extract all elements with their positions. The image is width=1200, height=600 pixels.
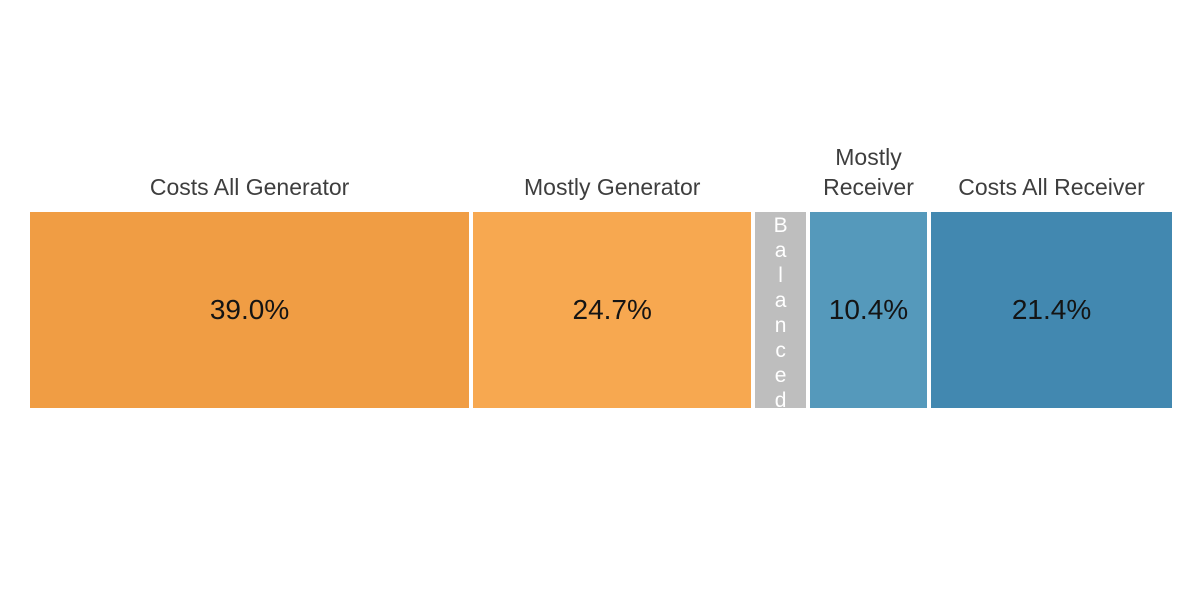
segment-label: Costs All Receiver (958, 174, 1145, 200)
bar-segment-mostly-generator: Mostly Generator 24.7% (473, 132, 752, 408)
bar-segment-costs-all-generator: Costs All Generator 39.0% (30, 132, 470, 408)
segment-bar: 10.4% (809, 212, 928, 408)
segment-bar: 39.0% (30, 212, 470, 408)
bar-segment-costs-all-receiver: Costs All Receiver 21.4% (931, 132, 1173, 408)
stacked-bar-chart: Costs All Generator 39.0% Mostly Generat… (30, 132, 1173, 414)
segment-value: 24.7% (572, 294, 652, 325)
segment-label: Costs All Generator (149, 174, 350, 200)
segment-value: 10.4% (828, 294, 909, 325)
segment-label-vertical: Balanced (769, 214, 793, 414)
segment-label: Mostly Receiver (823, 144, 914, 200)
segment-bar: Balanced (755, 212, 806, 414)
bar-segment-mostly-receiver: Mostly Receiver 10.4% (809, 132, 928, 408)
segment-label-empty (755, 132, 806, 212)
segment-bar: 21.4% (931, 212, 1173, 408)
segment-value: 21.4% (1011, 294, 1092, 325)
segment-bar: 24.7% (473, 212, 752, 408)
bar-segment-balanced: Balanced (755, 132, 806, 414)
segment-value: 39.0% (209, 294, 290, 325)
segment-label: Mostly Generator (524, 174, 701, 200)
segments-row: Costs All Generator 39.0% Mostly Generat… (30, 132, 1173, 414)
